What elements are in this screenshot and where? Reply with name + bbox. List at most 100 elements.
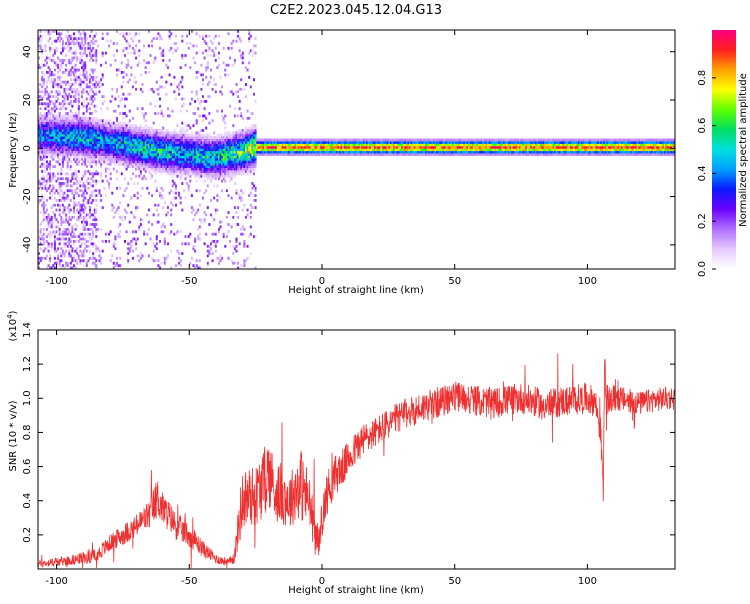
heatmap-cell bbox=[173, 90, 176, 94]
heatmap-cell bbox=[85, 213, 88, 217]
heatmap-cell bbox=[119, 223, 122, 226]
heatmap-cell bbox=[74, 75, 77, 79]
heatmap-cell bbox=[114, 160, 117, 164]
heatmap-cell bbox=[50, 223, 53, 226]
heatmap-cell bbox=[114, 162, 117, 166]
heatmap-cell bbox=[178, 92, 181, 96]
heatmap-cell bbox=[151, 167, 154, 171]
heatmap-cell bbox=[361, 153, 364, 156]
heatmap-cell bbox=[240, 56, 243, 60]
heatmap-cell bbox=[108, 150, 111, 154]
heatmap-cell bbox=[76, 259, 79, 263]
heatmap-cell bbox=[44, 63, 47, 67]
heatmap-cell bbox=[243, 160, 246, 164]
heatmap-cell bbox=[198, 170, 201, 173]
heatmap-cell bbox=[92, 37, 95, 41]
heatmap-cell bbox=[206, 244, 209, 248]
heatmap-cell bbox=[190, 167, 193, 171]
heatmap-cell bbox=[175, 165, 177, 169]
heatmap-cell bbox=[240, 112, 243, 115]
heatmap-cell bbox=[111, 148, 114, 152]
heatmap-cell bbox=[89, 155, 91, 159]
heatmap-cell bbox=[294, 143, 297, 147]
heatmap-cell bbox=[52, 102, 55, 106]
heatmap-cell bbox=[104, 126, 107, 130]
heatmap-cell bbox=[42, 114, 45, 118]
heatmap-cell bbox=[144, 133, 147, 137]
heatmap-cell bbox=[179, 148, 182, 152]
heatmap-cell bbox=[257, 138, 260, 142]
heatmap-cell bbox=[69, 189, 72, 193]
heatmap-cell bbox=[218, 160, 220, 164]
heatmap-cell bbox=[87, 85, 90, 89]
heatmap-cell bbox=[63, 228, 66, 231]
heatmap-cell bbox=[42, 126, 45, 130]
heatmap-cell bbox=[284, 143, 287, 147]
heatmap-cell bbox=[81, 252, 83, 255]
heatmap-cell bbox=[116, 136, 118, 140]
heatmap-cell bbox=[84, 75, 87, 79]
heatmap-cell bbox=[171, 46, 174, 50]
heatmap-cell bbox=[53, 215, 56, 219]
heatmap-cell bbox=[179, 177, 182, 181]
heatmap-cell bbox=[194, 213, 197, 217]
heatmap-cell bbox=[147, 254, 150, 258]
heatmap-cell bbox=[87, 228, 90, 231]
heatmap-cell bbox=[146, 167, 149, 171]
heatmap-cell bbox=[194, 143, 197, 147]
heatmap-cell bbox=[208, 95, 211, 99]
heatmap-cell bbox=[249, 170, 252, 173]
heatmap-cell bbox=[114, 109, 117, 113]
heatmap-cell bbox=[52, 177, 55, 181]
heatmap-cell bbox=[133, 133, 136, 137]
heatmap-cell bbox=[356, 153, 359, 156]
heatmap-cell bbox=[195, 141, 198, 144]
heatmap-cell bbox=[114, 141, 117, 144]
heatmap-cell bbox=[205, 68, 208, 72]
heatmap-cell bbox=[143, 138, 146, 142]
heatmap-cell bbox=[195, 189, 198, 193]
heatmap-cell bbox=[58, 150, 61, 154]
heatmap-cell bbox=[112, 54, 115, 57]
heatmap-cell bbox=[53, 237, 56, 241]
heatmap-cell bbox=[165, 92, 168, 96]
heatmap-cell bbox=[47, 244, 50, 248]
heatmap-cell bbox=[179, 66, 182, 70]
heatmap-cell bbox=[84, 63, 87, 67]
heatmap-cell bbox=[71, 126, 74, 130]
heatmap-cell bbox=[81, 148, 83, 152]
heatmap-cell bbox=[211, 155, 214, 159]
heatmap-cell bbox=[52, 157, 55, 161]
heatmap-cell bbox=[264, 145, 267, 149]
heatmap-cell bbox=[173, 145, 176, 149]
heatmap-cell bbox=[100, 160, 103, 164]
heatmap-cell bbox=[369, 148, 372, 152]
heatmap-cell bbox=[60, 259, 63, 263]
heatmap-cell bbox=[205, 138, 208, 142]
heatmap-cell bbox=[240, 133, 243, 137]
heatmap-cell bbox=[182, 189, 185, 193]
heatmap-cell bbox=[286, 148, 289, 152]
heatmap-cell bbox=[182, 160, 185, 164]
heatmap-cell bbox=[138, 228, 141, 231]
heatmap-cell bbox=[257, 143, 260, 147]
heatmap-cell bbox=[227, 46, 230, 50]
heatmap-cell bbox=[227, 167, 230, 171]
heatmap-cell bbox=[77, 182, 80, 185]
heatmap-cell bbox=[289, 150, 292, 154]
heatmap-cell bbox=[268, 148, 271, 152]
heatmap-cell bbox=[44, 44, 47, 48]
heatmap-cell bbox=[232, 252, 235, 255]
heatmap-cell bbox=[69, 153, 72, 156]
heatmap-cell bbox=[42, 157, 45, 161]
heatmap-cell bbox=[194, 141, 197, 144]
heatmap-cell bbox=[262, 143, 265, 147]
heatmap-cell bbox=[125, 155, 128, 159]
heatmap-cell bbox=[149, 167, 152, 171]
heatmap-cell bbox=[262, 141, 265, 144]
heatmap-cell bbox=[170, 143, 173, 147]
heatmap-cell bbox=[92, 153, 95, 156]
heatmap-cell bbox=[92, 136, 95, 140]
heatmap-cell bbox=[117, 157, 120, 161]
